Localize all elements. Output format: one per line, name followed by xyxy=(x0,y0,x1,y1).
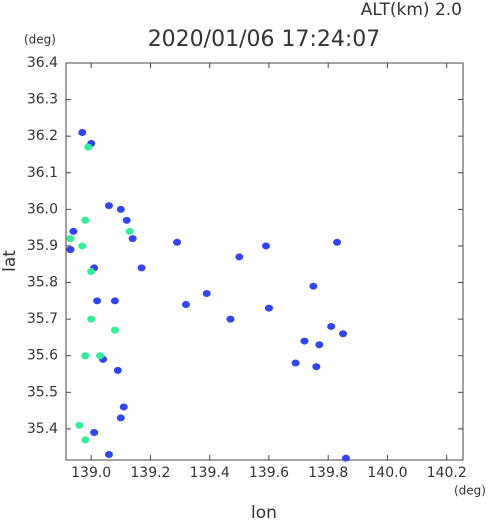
y-tick-label: 35.6 xyxy=(27,348,58,364)
echo-point xyxy=(327,322,336,330)
echo-point xyxy=(137,264,146,272)
echo-point xyxy=(312,363,321,371)
x-tick-label: 140.2 xyxy=(427,465,467,481)
y-tick-label: 36.0 xyxy=(27,201,58,217)
x-tick-label: 139.4 xyxy=(190,465,230,481)
echo-point xyxy=(75,421,84,429)
y-axis-label: lat xyxy=(0,250,20,272)
echo-point xyxy=(96,352,105,360)
echo-point xyxy=(119,403,128,411)
echo-point xyxy=(339,330,348,338)
echo-point xyxy=(87,315,96,323)
x-axis-label: lon xyxy=(251,503,277,521)
x-tick-label: 140.0 xyxy=(367,465,407,481)
echo-point xyxy=(202,290,211,298)
echo-point xyxy=(104,202,113,210)
echo-point xyxy=(264,304,273,312)
y-tick-label: 35.9 xyxy=(27,238,58,254)
echo-point xyxy=(78,242,87,250)
x-tick-label: 139.0 xyxy=(71,465,111,481)
echo-point xyxy=(69,227,78,235)
y-tick-label: 36.3 xyxy=(27,92,58,108)
x-unit: (deg) xyxy=(454,484,486,498)
y-tick-label: 35.8 xyxy=(27,275,58,291)
y-tick-label: 35.5 xyxy=(27,384,58,400)
y-unit: (deg) xyxy=(24,33,56,47)
echo-point xyxy=(235,253,244,261)
y-tick-label: 35.4 xyxy=(27,421,58,437)
echo-point xyxy=(226,315,235,323)
echo-point xyxy=(173,238,182,246)
y-tick-label: 36.2 xyxy=(27,128,58,144)
x-tick-label: 139.2 xyxy=(130,465,170,481)
echo-point xyxy=(87,268,96,276)
chart-title: 2020/01/06 17:24:07 xyxy=(148,27,381,52)
y-tick-label: 36.1 xyxy=(27,165,58,181)
echo-point xyxy=(315,341,324,349)
echo-point xyxy=(125,227,134,235)
echo-point xyxy=(66,235,75,243)
echo-point xyxy=(90,429,99,437)
y-tick-label: 36.4 xyxy=(27,55,58,71)
echo-point xyxy=(93,297,102,305)
echo-point xyxy=(181,300,190,308)
echo-point xyxy=(84,143,93,151)
echo-point xyxy=(78,129,87,137)
echo-point xyxy=(291,359,300,367)
echo-point xyxy=(81,216,90,224)
echo-point xyxy=(128,235,137,243)
echo-point xyxy=(81,352,90,360)
echo-point xyxy=(110,326,119,334)
echo-point xyxy=(81,436,90,444)
echo-point xyxy=(113,366,122,374)
echo-point xyxy=(104,451,113,459)
echo-point xyxy=(116,414,125,422)
echo-point xyxy=(261,242,270,250)
plot-frame xyxy=(65,62,464,461)
echo-point xyxy=(66,246,75,254)
echo-point xyxy=(309,282,318,290)
x-tick-label: 139.8 xyxy=(308,465,348,481)
echo-point xyxy=(333,238,342,246)
echo-point xyxy=(110,297,119,305)
echo-point xyxy=(122,216,131,224)
echo-point xyxy=(300,337,309,345)
altitude: ALT(km) 2.0 xyxy=(361,0,462,20)
echo-point xyxy=(116,205,125,213)
echo-point xyxy=(341,454,350,462)
x-tick-label: 139.6 xyxy=(249,465,289,481)
y-tick-label: 35.7 xyxy=(27,311,58,327)
